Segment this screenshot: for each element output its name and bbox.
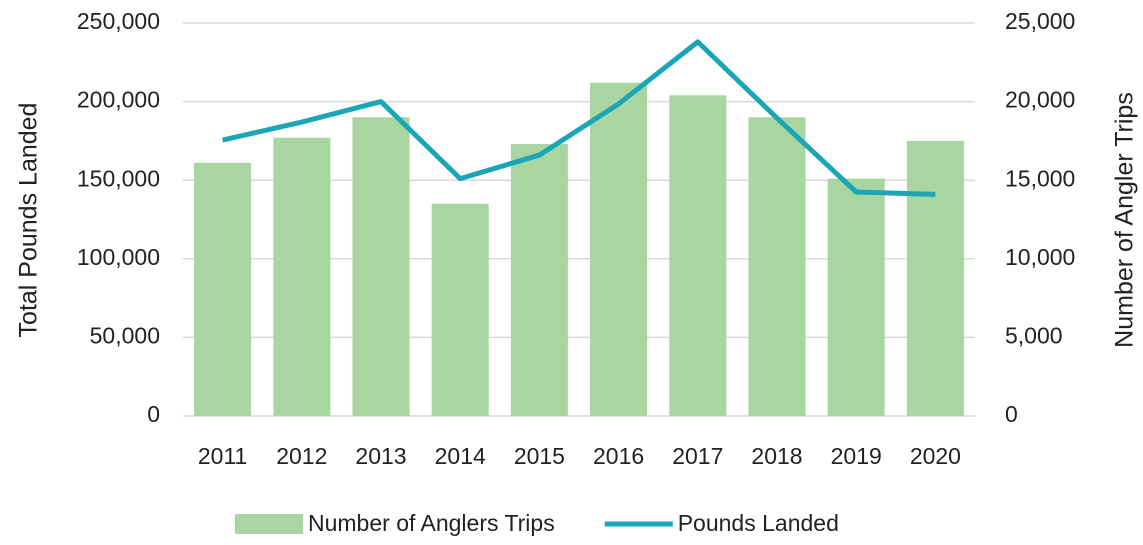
x-tick-label: 2019 bbox=[831, 443, 882, 469]
y2-tick-label: 10,000 bbox=[1005, 244, 1075, 270]
y2-tick-label: 25,000 bbox=[1005, 8, 1075, 34]
bar bbox=[194, 162, 252, 416]
bar bbox=[827, 178, 885, 416]
legend-label: Pounds Landed bbox=[678, 510, 839, 536]
y-tick-label: 250,000 bbox=[77, 8, 160, 34]
x-tick-label: 2011 bbox=[198, 443, 247, 469]
y2-tick-label: 20,000 bbox=[1005, 87, 1075, 113]
y-axis-title: Total Pounds Landed bbox=[15, 103, 43, 338]
line bbox=[222, 39, 936, 197]
bar bbox=[590, 82, 648, 417]
bar bbox=[906, 140, 964, 416]
x-tick-label: 2012 bbox=[276, 443, 327, 469]
y-tick-label: 100,000 bbox=[77, 244, 160, 270]
y-tick-label: 150,000 bbox=[77, 165, 160, 191]
x-tick-label: 2014 bbox=[435, 443, 486, 469]
y2-axis-title: Number of Angler Trips bbox=[1111, 92, 1139, 348]
y-tick-label: 0 bbox=[147, 401, 160, 427]
bar bbox=[748, 117, 806, 416]
y-tick-label: 50,000 bbox=[90, 322, 160, 348]
x-tick-label: 2016 bbox=[593, 443, 644, 469]
x-tick-label: 2015 bbox=[514, 443, 565, 469]
legend-label: Number of Anglers Trips bbox=[308, 510, 555, 536]
legend-swatch bbox=[235, 514, 303, 534]
bar bbox=[352, 117, 410, 416]
bar bbox=[273, 137, 331, 417]
x-tick-label: 2018 bbox=[751, 443, 802, 469]
x-tick-label: 2013 bbox=[355, 443, 406, 469]
bar bbox=[510, 144, 568, 416]
bar bbox=[669, 95, 727, 416]
y2-tick-label: 15,000 bbox=[1005, 165, 1075, 191]
x-tick-label: 2017 bbox=[672, 443, 723, 469]
y2-tick-label: 5,000 bbox=[1005, 322, 1063, 348]
bar bbox=[431, 203, 489, 416]
y-tick-label: 200,000 bbox=[77, 87, 160, 113]
x-tick-label: 2020 bbox=[910, 443, 961, 469]
y2-tick-label: 0 bbox=[1005, 401, 1018, 427]
